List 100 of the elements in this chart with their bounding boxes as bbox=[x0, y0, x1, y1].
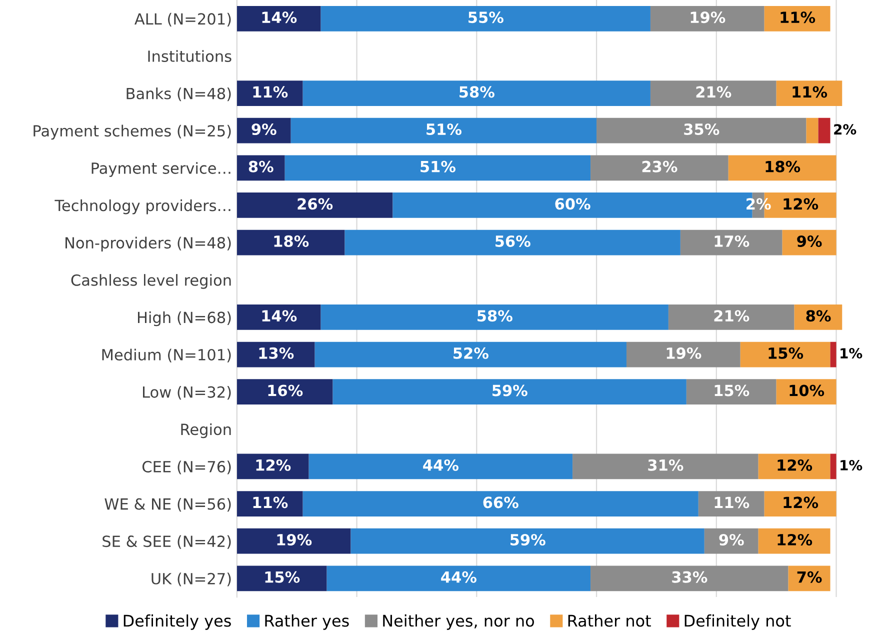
bar bbox=[806, 118, 818, 144]
bar bbox=[320, 6, 650, 32]
bar bbox=[344, 230, 680, 256]
bar bbox=[740, 342, 830, 368]
bar bbox=[758, 454, 830, 480]
bar bbox=[302, 80, 650, 106]
data-label: 12% bbox=[784, 198, 818, 210]
legend-label: Definitely not bbox=[684, 614, 791, 630]
bar bbox=[236, 80, 303, 106]
bar bbox=[314, 342, 626, 368]
data-label: 51% bbox=[426, 123, 462, 136]
bar bbox=[830, 342, 836, 368]
data-label: 55% bbox=[468, 12, 504, 24]
data-label: 31% bbox=[648, 459, 684, 471]
data-label: 12% bbox=[256, 459, 291, 471]
bar bbox=[596, 118, 806, 144]
y-tick-label: UK (N=27) bbox=[152, 572, 231, 586]
y-tick-label: Cashless level region bbox=[71, 274, 231, 289]
bar bbox=[764, 6, 830, 32]
data-label: 11% bbox=[253, 86, 288, 98]
data-label: 15% bbox=[714, 384, 750, 396]
data-label: 8% bbox=[806, 310, 831, 322]
data-label: 2% bbox=[834, 124, 856, 135]
bar bbox=[302, 491, 698, 516]
bar bbox=[236, 6, 321, 32]
data-label: 52% bbox=[454, 347, 488, 359]
data-label: 14% bbox=[262, 12, 297, 24]
data-label: 12% bbox=[778, 459, 812, 471]
data-label: 13% bbox=[259, 347, 294, 359]
data-label: 18% bbox=[766, 160, 800, 172]
data-label: 18% bbox=[274, 235, 309, 247]
data-label: 59% bbox=[510, 534, 546, 546]
bar bbox=[236, 118, 291, 144]
data-label: 7% bbox=[797, 571, 822, 583]
bar bbox=[818, 118, 830, 144]
data-label: 12% bbox=[778, 534, 812, 546]
data-label: 11% bbox=[792, 86, 828, 98]
bar bbox=[686, 379, 776, 405]
data-label: 51% bbox=[420, 160, 456, 172]
data-label: 33% bbox=[672, 571, 708, 583]
y-tick-label: SE & SEE (N=42) bbox=[102, 535, 231, 549]
bar bbox=[668, 304, 794, 330]
data-label: 10% bbox=[790, 384, 824, 396]
data-label: 11% bbox=[780, 12, 816, 24]
data-label: 21% bbox=[714, 310, 750, 322]
data-label: 23% bbox=[642, 160, 678, 172]
data-label: 1% bbox=[840, 348, 862, 359]
data-label: 66% bbox=[483, 496, 518, 508]
bar bbox=[572, 454, 758, 480]
data-label: 12% bbox=[784, 496, 818, 508]
data-label: 26% bbox=[298, 198, 333, 210]
data-label: 19% bbox=[666, 347, 702, 359]
y-tick-label: High (N=68) bbox=[138, 311, 231, 326]
data-label: 16% bbox=[268, 384, 303, 396]
bar bbox=[590, 566, 788, 592]
bar bbox=[236, 155, 285, 181]
bar bbox=[650, 6, 764, 32]
y-tick-label: CEE (N=76) bbox=[142, 460, 231, 474]
data-label: 9% bbox=[719, 534, 744, 546]
data-label: 1% bbox=[840, 460, 862, 470]
y-tick-label: Low (N=32) bbox=[143, 386, 231, 400]
bar bbox=[236, 454, 309, 480]
legend-label: Rather not bbox=[568, 614, 651, 627]
data-label: 58% bbox=[460, 86, 494, 98]
bar bbox=[284, 155, 591, 181]
data-label: 14% bbox=[262, 310, 297, 322]
data-label: 15% bbox=[768, 347, 804, 359]
legend-label: Definitely yes bbox=[124, 614, 231, 630]
bar bbox=[764, 491, 836, 516]
bar bbox=[350, 528, 704, 554]
bar bbox=[236, 192, 393, 218]
data-label: 19% bbox=[690, 12, 726, 24]
y-tick-label: Institutions bbox=[148, 50, 232, 62]
bar bbox=[236, 230, 345, 256]
legend-label: Neither yes, nor no bbox=[383, 614, 534, 630]
bar bbox=[680, 230, 782, 256]
y-tick-label: WE & NE (N=56) bbox=[104, 498, 231, 512]
y-tick-label: Non-providers (N=48) bbox=[66, 236, 231, 252]
data-label: 19% bbox=[277, 534, 312, 546]
bar bbox=[290, 118, 597, 144]
bar bbox=[236, 342, 315, 368]
data-label: 59% bbox=[492, 384, 528, 396]
bar bbox=[704, 528, 758, 554]
bar bbox=[236, 379, 333, 405]
data-label: 8% bbox=[248, 160, 274, 172]
data-label: 58% bbox=[478, 310, 512, 322]
bar bbox=[728, 155, 836, 181]
y-tick-label: ALL (N=201) bbox=[134, 12, 231, 26]
bar bbox=[626, 342, 740, 368]
bar bbox=[332, 379, 686, 405]
data-label: 11% bbox=[253, 496, 288, 508]
bar bbox=[308, 454, 573, 480]
data-label: 56% bbox=[496, 235, 530, 247]
y-tick-label: Region bbox=[181, 423, 231, 438]
bar bbox=[776, 80, 842, 106]
y-tick-label: Technology providers… bbox=[54, 199, 230, 214]
bar bbox=[236, 528, 351, 554]
data-label: 11% bbox=[714, 496, 750, 508]
bar bbox=[326, 566, 591, 592]
legend-label: Rather yes bbox=[265, 614, 349, 630]
